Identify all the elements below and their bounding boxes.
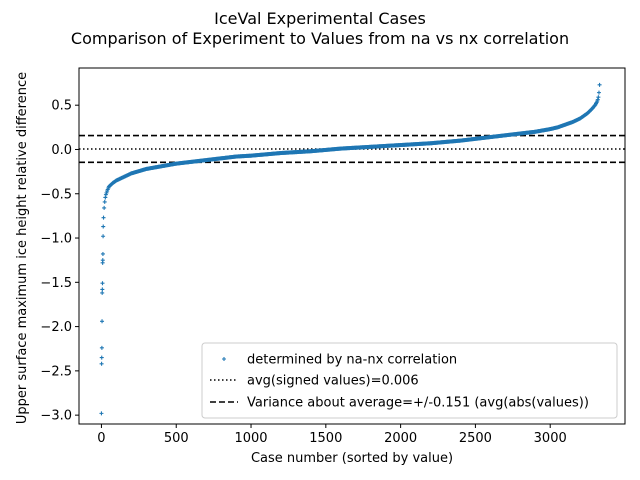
scatter-series: [99, 82, 602, 416]
x-tick-label: 2500: [459, 431, 492, 446]
data-point: [99, 345, 104, 350]
y-tick-label: −2.5: [40, 364, 72, 379]
data-point: [100, 251, 105, 256]
data-point: [101, 224, 106, 229]
data-point: [596, 95, 601, 100]
y-tick-label: −1.5: [40, 276, 72, 291]
data-point: [100, 281, 105, 286]
data-point: [99, 361, 104, 366]
data-point: [99, 411, 104, 416]
data-point: [100, 290, 105, 295]
y-tick-label: −1.0: [40, 232, 72, 247]
legend-box: [201, 342, 618, 419]
axes-frame: [78, 67, 626, 425]
data-point: [596, 90, 601, 95]
data-point: [101, 215, 106, 220]
ticks-group: 0 500 1000 1500 2000 2500 3000 0.5 0.0 −0.5 −1.0 −1…: [40, 99, 566, 446]
x-tick-label: 3000: [534, 431, 567, 446]
x-axis-label: Case number (sorted by value): [251, 451, 453, 466]
x-tick-label: 0: [97, 431, 105, 446]
data-point: [597, 82, 602, 87]
legend-label-scatter: determined by na-nx correlation: [247, 353, 457, 368]
data-point: [102, 199, 107, 204]
legend: determined by na-nx correlation avg(signe…: [201, 342, 618, 419]
x-tick-label: 500: [164, 431, 189, 446]
chart-subtitle: Comparison of Experiment to Values from …: [71, 29, 569, 48]
chart-title: IceVal Experimental Cases: [214, 9, 426, 28]
legend-handle-scatter: [222, 357, 226, 361]
data-point: [100, 258, 105, 263]
y-tick-label: −3.0: [40, 409, 72, 424]
data-point: [102, 205, 107, 210]
data-point: [595, 97, 600, 102]
data-point: [100, 319, 105, 324]
x-tick-label: 2000: [384, 431, 417, 446]
y-tick-label: 0.5: [51, 99, 72, 114]
x-tick-label: 1500: [309, 431, 342, 446]
y-tick-label: −0.5: [40, 187, 72, 202]
y-tick-label: 0.0: [51, 143, 72, 158]
legend-label-average: avg(signed values)=0.006: [247, 374, 419, 389]
data-point: [99, 355, 104, 360]
data-point: [101, 234, 106, 239]
plot-area: [79, 82, 625, 416]
y-axis-label: Upper surface maximum ice height relativ…: [15, 72, 30, 424]
y-tick-label: −2.0: [40, 320, 72, 335]
x-tick-label: 1000: [234, 431, 267, 446]
data-point: [100, 287, 105, 292]
legend-label-variance: Variance about average=+/-0.151 (avg(abs…: [247, 396, 589, 411]
data-point: [103, 195, 108, 200]
